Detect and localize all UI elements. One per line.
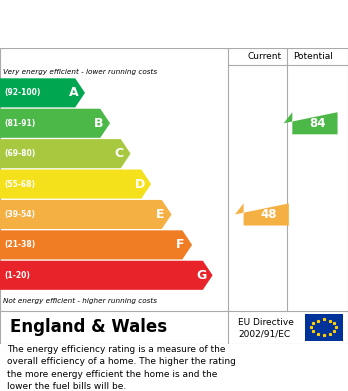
Text: (81-91): (81-91) xyxy=(4,119,35,128)
Polygon shape xyxy=(0,170,151,199)
Polygon shape xyxy=(0,139,130,168)
Text: E: E xyxy=(156,208,164,221)
Text: Not energy efficient - higher running costs: Not energy efficient - higher running co… xyxy=(3,298,158,304)
Text: D: D xyxy=(134,178,145,190)
Polygon shape xyxy=(0,261,213,290)
Polygon shape xyxy=(0,230,192,259)
Polygon shape xyxy=(0,78,85,108)
Polygon shape xyxy=(284,112,338,135)
Text: B: B xyxy=(94,117,103,130)
Text: Potential: Potential xyxy=(293,52,333,61)
Polygon shape xyxy=(235,203,289,226)
Text: England & Wales: England & Wales xyxy=(10,318,168,337)
Text: Energy Efficiency Rating: Energy Efficiency Rating xyxy=(10,16,232,32)
Text: The energy efficiency rating is a measure of the
overall efficiency of a home. T: The energy efficiency rating is a measur… xyxy=(7,345,236,391)
Text: (39-54): (39-54) xyxy=(4,210,35,219)
Text: C: C xyxy=(114,147,124,160)
Text: (69-80): (69-80) xyxy=(4,149,35,158)
Polygon shape xyxy=(0,109,110,138)
Text: Very energy efficient - lower running costs: Very energy efficient - lower running co… xyxy=(3,69,158,75)
Text: 2002/91/EC: 2002/91/EC xyxy=(238,330,291,339)
Text: (55-68): (55-68) xyxy=(4,179,35,188)
Text: EU Directive: EU Directive xyxy=(238,318,294,327)
Text: (21-38): (21-38) xyxy=(4,240,35,249)
Polygon shape xyxy=(0,200,172,229)
Bar xyxy=(304,314,343,341)
Text: 48: 48 xyxy=(261,208,277,221)
Text: F: F xyxy=(176,239,185,251)
Text: 84: 84 xyxy=(309,117,326,130)
Text: G: G xyxy=(196,269,206,282)
Text: A: A xyxy=(69,86,78,99)
Text: (92-100): (92-100) xyxy=(4,88,41,97)
Text: Current: Current xyxy=(247,52,282,61)
Text: (1-20): (1-20) xyxy=(4,271,30,280)
